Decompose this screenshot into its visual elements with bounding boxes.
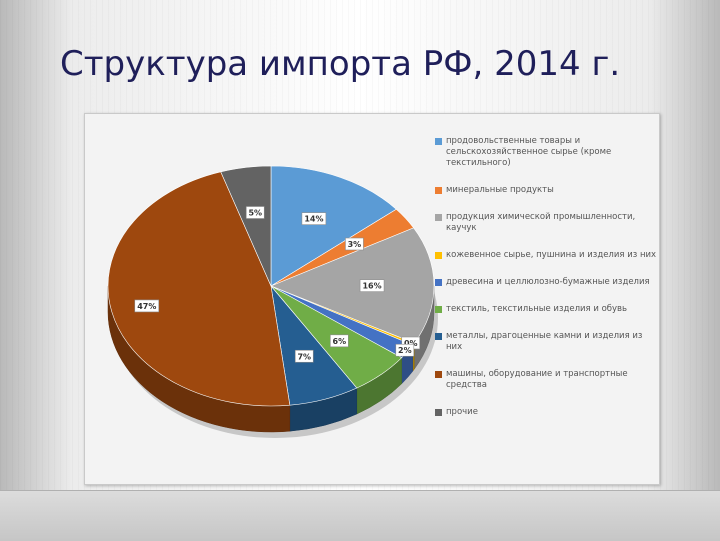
legend-swatch (435, 333, 442, 340)
pie-slice-9 (220, 165, 272, 287)
data-label-text: 14% (304, 215, 323, 224)
legend-swatch (435, 214, 442, 221)
chart-panel: 14% 3% 16% 0% 2% 6% 7% 47% 5% продовольственные … (84, 113, 660, 485)
data-label-box (395, 343, 415, 357)
legend-label: продукция химической промышленности, кау… (446, 212, 636, 233)
data-label-text: 0% (404, 339, 418, 348)
legend-swatch (435, 306, 442, 313)
legend-label: прочие (446, 407, 478, 417)
legend-item-6: текстиль, текстильные изделия и обувь (435, 304, 657, 315)
slide-footer-band (0, 490, 720, 541)
data-label-text: 3% (348, 240, 362, 249)
legend-item-4: кожевенное сырье, пушнина и изделия из н… (435, 250, 657, 261)
legend-item-2: минеральные продукты (435, 185, 657, 196)
legend-label: древесина и целлюлозно-бумажные изделия (446, 277, 650, 287)
pie-slice-8 (107, 171, 291, 407)
data-label-text: 5% (248, 209, 262, 218)
data-label-text: 47% (137, 302, 156, 311)
pie-slice-3 (270, 227, 435, 344)
legend-label: текстиль, текстильные изделия и обувь (446, 304, 628, 314)
data-label-8: 47% (134, 299, 160, 313)
data-label-box (134, 299, 160, 313)
legend-item-5: древесина и целлюлозно-бумажные изделия (435, 277, 657, 288)
legend-label: кожевенное сырье, пушнина и изделия из н… (446, 250, 657, 260)
legend-swatch (435, 138, 442, 145)
chart-legend: продовольственные товары и сельскохозяйс… (435, 136, 657, 434)
legend-swatch (435, 409, 442, 416)
data-label-6: 6% (330, 334, 349, 348)
legend-item-1: продовольственные товары и сельскохозяйс… (435, 136, 657, 169)
legend-swatch (435, 252, 442, 259)
data-label-2: 3% (345, 237, 364, 251)
data-label-text: 2% (398, 346, 412, 355)
data-label-box (345, 237, 364, 251)
data-label-box (330, 334, 349, 348)
legend-label: машины, оборудование и транспортные сред… (446, 369, 628, 390)
data-label-5: 2% (395, 343, 415, 357)
page-title: Структура импорта РФ, 2014 г. (60, 44, 621, 84)
data-label-9: 5% (245, 206, 265, 219)
data-label-text: 7% (297, 352, 311, 361)
data-label-box (301, 212, 327, 225)
data-label-text: 6% (333, 337, 347, 346)
data-label-1: 14% (301, 212, 327, 225)
pie-slice-1 (270, 165, 397, 287)
data-label-box (294, 349, 314, 363)
data-label-text: 16% (362, 282, 381, 291)
legend-item-7: металлы, драгоценные камни и изделия из … (435, 331, 657, 353)
data-label-box (245, 206, 265, 219)
legend-item-3: продукция химической промышленности, кау… (435, 212, 657, 234)
data-label-7: 7% (294, 349, 314, 363)
legend-swatch (435, 187, 442, 194)
data-label-box (359, 279, 385, 292)
legend-label: продовольственные товары и сельскохозяйс… (446, 136, 612, 168)
legend-swatch (435, 279, 442, 286)
legend-swatch (435, 371, 442, 378)
pie-chart: 14% 3% 16% 0%2% 6% 7% 47% 5% (107, 165, 438, 438)
legend-item-9: прочие (435, 407, 657, 418)
legend-label: металлы, драгоценные камни и изделия из … (446, 331, 643, 352)
legend-label: минеральные продукты (446, 185, 554, 195)
data-label-3: 16% (359, 279, 385, 292)
legend-item-8: машины, оборудование и транспортные сред… (435, 369, 657, 391)
